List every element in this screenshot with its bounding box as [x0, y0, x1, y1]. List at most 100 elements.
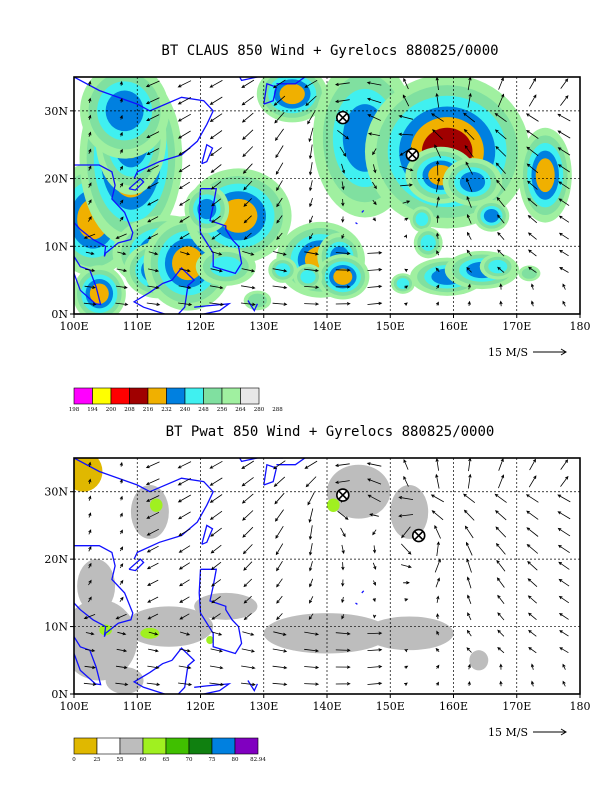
wind-vector	[467, 300, 471, 307]
wind-vector	[498, 474, 505, 489]
wind-vector	[467, 594, 472, 605]
wind-vector	[241, 96, 254, 106]
wind-vector	[464, 145, 474, 158]
wind-vector	[243, 232, 252, 240]
gyre-marker	[411, 528, 426, 543]
wind-vector	[494, 112, 507, 123]
wind-vector	[179, 268, 191, 273]
wind-vector	[308, 613, 314, 620]
wind-vector	[146, 182, 159, 189]
wind-vector	[307, 111, 316, 125]
wind-vector	[558, 215, 570, 223]
wind-vector	[558, 595, 570, 604]
wind-vector	[147, 665, 160, 670]
wind-vector	[211, 198, 222, 207]
wind-vector	[146, 302, 161, 306]
wind-vector	[211, 613, 221, 620]
wind-vector	[562, 680, 566, 687]
shade-level-6	[420, 234, 436, 252]
colorbar-label: 0	[72, 757, 76, 763]
wind-vector	[372, 199, 377, 206]
wind-vector	[367, 648, 383, 652]
wind-vector	[210, 561, 222, 571]
colorbar-label: 80	[232, 757, 239, 763]
wind-vector	[402, 94, 410, 107]
wind-vector	[243, 613, 252, 621]
gyre-marker	[336, 488, 350, 502]
coastline	[201, 524, 214, 545]
wind-vector	[559, 647, 569, 654]
wind-vector	[559, 249, 569, 257]
wind-vector	[304, 682, 320, 686]
wind-vector	[372, 217, 376, 222]
x-tick-label: 100E	[59, 700, 88, 713]
wind-vector	[557, 147, 571, 156]
wind-vector	[558, 612, 569, 620]
wind-vector	[335, 268, 351, 272]
wind-vector	[146, 165, 159, 172]
wind-vector	[398, 514, 414, 518]
coastline	[74, 458, 214, 560]
y-tick-label: 20N	[44, 173, 68, 186]
wind-vector	[557, 494, 571, 503]
wind-vector	[526, 146, 539, 157]
wind-vector	[146, 562, 159, 570]
colorbar-label: 288	[272, 407, 283, 413]
wind-vector	[337, 510, 349, 520]
wind-vector	[119, 512, 123, 518]
y-tick-label: 0N	[51, 308, 68, 321]
wind-vector	[88, 596, 92, 603]
colorbar-label: 60	[140, 757, 147, 763]
wind-vector	[85, 631, 95, 636]
wind-vector	[341, 544, 345, 555]
wind-vector	[243, 180, 253, 191]
wind-vector	[341, 233, 345, 240]
colorbar-swatch	[73, 387, 93, 405]
wind-vector	[274, 492, 285, 505]
y-tick-label: 30N	[44, 486, 68, 499]
colorbar-swatch	[147, 387, 167, 405]
shaded-feature	[140, 627, 160, 639]
coastline	[201, 143, 214, 165]
wind-vector	[527, 561, 538, 571]
wind-vector	[367, 631, 383, 635]
wind-vector	[209, 285, 224, 290]
wind-vector	[272, 302, 288, 306]
wind-vector	[466, 249, 472, 257]
wind-vector	[88, 562, 92, 569]
wind-vector	[115, 233, 127, 239]
colorbar-swatch	[166, 387, 186, 405]
wind-vector	[243, 198, 252, 207]
wind-vector	[372, 529, 377, 536]
shaded-feature	[364, 616, 454, 651]
wind-vector	[341, 596, 345, 604]
wind-vector	[148, 631, 159, 636]
plot-area	[74, 458, 580, 694]
wind-vector	[435, 647, 440, 652]
coastline	[128, 177, 145, 191]
gyre-cross	[414, 530, 424, 541]
shaded-feature	[390, 484, 429, 539]
wind-vector	[463, 493, 476, 504]
wind-vector	[527, 249, 537, 257]
wind-vector	[557, 527, 571, 537]
shade-level-3	[327, 498, 340, 512]
coastline	[194, 683, 232, 694]
wind-vector	[209, 494, 223, 503]
wind-vector	[403, 475, 409, 487]
x-tick-label: 100E	[59, 320, 88, 333]
wind-vector	[466, 231, 472, 240]
wind-vector	[240, 682, 256, 687]
shade-level-4	[535, 158, 555, 193]
coastline	[74, 636, 102, 686]
x-tick-label: 120E	[186, 320, 215, 333]
wind-vector	[435, 577, 440, 588]
wind-vector	[178, 130, 191, 139]
wind-vector	[366, 462, 382, 467]
wind-vector	[272, 79, 286, 89]
wind-vector	[304, 665, 320, 670]
wind-vector	[367, 478, 382, 485]
wind-vector	[178, 285, 192, 290]
wind-vector	[497, 231, 505, 240]
wind-vector	[273, 631, 287, 636]
